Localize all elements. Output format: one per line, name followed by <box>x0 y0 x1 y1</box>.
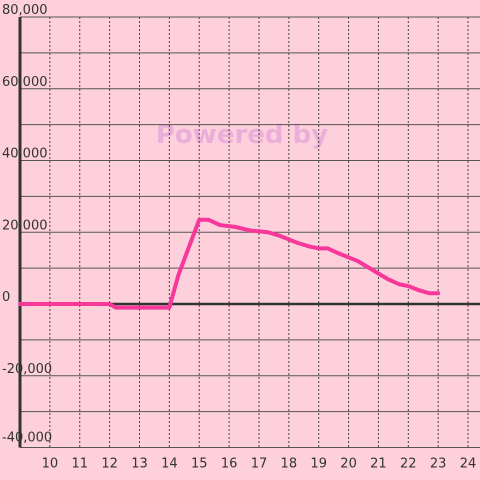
data-line <box>18 217 441 310</box>
y-tick-label: 80,000 <box>2 3 48 18</box>
x-tick-label: 19 <box>310 457 327 472</box>
y-tick-label: 0 <box>2 290 10 305</box>
x-tick-label: 18 <box>281 457 298 472</box>
x-tick-label: 12 <box>101 457 118 472</box>
y-tick-label: -20,000 <box>2 362 52 377</box>
x-tick-label: 21 <box>370 457 387 472</box>
x-tick-label: 11 <box>71 457 88 472</box>
x-tick-label: 22 <box>400 457 417 472</box>
y-tick-label: -40,000 <box>2 431 52 446</box>
x-tick-label: 20 <box>340 457 357 472</box>
x-tick-label: 14 <box>161 457 178 472</box>
x-tick-label: 15 <box>191 457 208 472</box>
x-tick-label: 10 <box>42 457 59 472</box>
y-tick-label: 20,000 <box>2 218 48 233</box>
x-tick-label: 16 <box>221 457 238 472</box>
y-tick-label: 40,000 <box>2 147 48 162</box>
x-tick-label: 17 <box>251 457 268 472</box>
x-tick-label: 13 <box>131 457 148 472</box>
x-tick-label: 23 <box>430 457 447 472</box>
x-tick-label: 24 <box>460 457 477 472</box>
y-tick-label: 60,000 <box>2 75 48 90</box>
